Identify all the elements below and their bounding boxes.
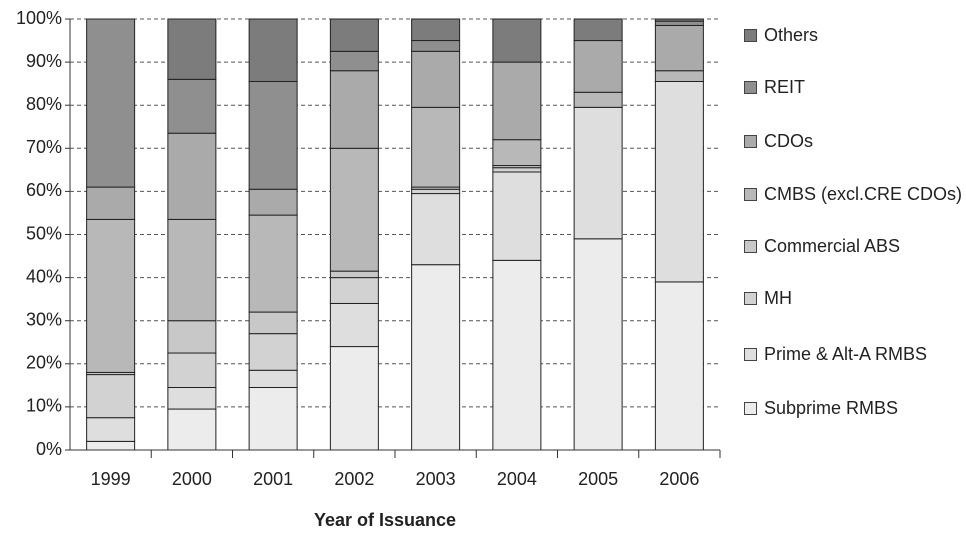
bar-segment [248,80,298,190]
bar-segment [492,167,542,173]
bar-segment [654,70,704,82]
bar-segment [329,70,379,149]
legend-entry: CMBS (excl.CRE CDOs) [744,183,966,205]
legend-label: CMBS (excl.CRE CDOs) [764,184,963,204]
bar-segment [86,218,136,373]
bar-segment [654,18,704,22]
bar-segment [248,18,298,82]
bar-segment [654,20,704,26]
legend-label: Commercial ABS [764,236,901,256]
bar-segment [411,193,461,266]
bar-segment [492,18,542,63]
bar-segment [248,369,298,389]
legend-entry: Others [744,24,966,46]
bar-segment [492,259,542,451]
legend-swatch [744,348,757,361]
y-tick-label: 90% [26,51,62,71]
bar-segment [411,50,461,108]
bar-segment [573,106,623,240]
bar-segment [492,139,542,167]
y-tick-label: 20% [26,353,62,373]
legend-swatch [744,402,757,415]
x-tick-label: 2006 [659,469,699,489]
bar-segment [573,40,623,93]
y-tick-label: 40% [26,266,62,286]
legend-label: Prime & Alt-A RMBS [764,344,928,364]
bar-segment [167,18,217,80]
bar-segment [492,171,542,261]
bar-segment [411,18,461,42]
bar-segment [573,238,623,451]
x-tick-label: 2001 [253,469,293,489]
legend-entry: MH [744,287,966,309]
legend-entry: Prime & Alt-A RMBS [744,343,966,365]
bar-segment [248,387,298,451]
y-tick-label: 80% [26,94,62,114]
bar-segment [248,311,298,335]
bar-segment [329,147,379,272]
bar-segment [86,417,136,442]
legend-swatch [744,188,757,201]
bar-segment [86,186,136,220]
bar-segment [573,91,623,108]
y-tick-label: 100% [16,8,62,28]
bar-segment [411,106,461,188]
legend-entry: Subprime RMBS [744,397,966,419]
y-tick-label: 70% [26,137,62,157]
bar-segment [573,18,623,42]
bar-segment [167,132,217,220]
x-tick-label: 2000 [172,469,212,489]
bar-segment [167,78,217,134]
y-tick-label: 10% [26,396,62,416]
bar-segment [329,50,379,72]
bar-segment [329,277,379,304]
bar-segment [492,61,542,141]
legend-swatch [744,240,757,253]
bar-segment [248,333,298,371]
legend-label: Others [764,25,819,45]
bar-segment [654,281,704,451]
legend-entry: Commercial ABS [744,235,966,257]
legend-swatch [744,135,757,148]
x-tick-label: 1999 [91,469,131,489]
bar-segment [411,40,461,52]
bar-segment [654,80,704,283]
x-tick-label: 2002 [334,469,374,489]
bar-segment [167,408,217,451]
bar-segment [167,387,217,410]
x-tick-label: 2004 [497,469,537,489]
bar-segment [86,440,136,451]
bar-segment [248,214,298,313]
legend-swatch [744,29,757,42]
legend-label: Subprime RMBS [764,398,899,418]
y-tick-label: 60% [26,180,62,200]
legend-swatch [744,292,757,305]
y-tick-label: 50% [26,223,62,243]
bar-segment [411,264,461,451]
legend-label: CDOs [764,131,813,151]
bar-segment [329,346,379,451]
x-tick-label: 2003 [416,469,456,489]
bar-segment [329,18,379,52]
bar-segment [329,302,379,348]
legend-swatch [744,81,757,94]
bar-segment [167,320,217,354]
legend-label: MH [764,288,792,308]
y-tick-label: 0% [36,439,62,459]
bar-segment [411,188,461,195]
x-axis-label: Year of Issuance [314,510,456,530]
bar-segment [86,18,136,188]
legend-entry: REIT [744,76,966,98]
x-tick-label: 2005 [578,469,618,489]
bar-segment [86,374,136,419]
bar-segment [329,270,379,279]
bar-segment [167,352,217,389]
bar-segment [248,188,298,216]
legend-label: REIT [764,77,806,97]
bar-segment [167,218,217,322]
y-tick-label: 30% [26,309,62,329]
legend-entry: CDOs [744,130,966,152]
bar-segment [654,24,704,72]
